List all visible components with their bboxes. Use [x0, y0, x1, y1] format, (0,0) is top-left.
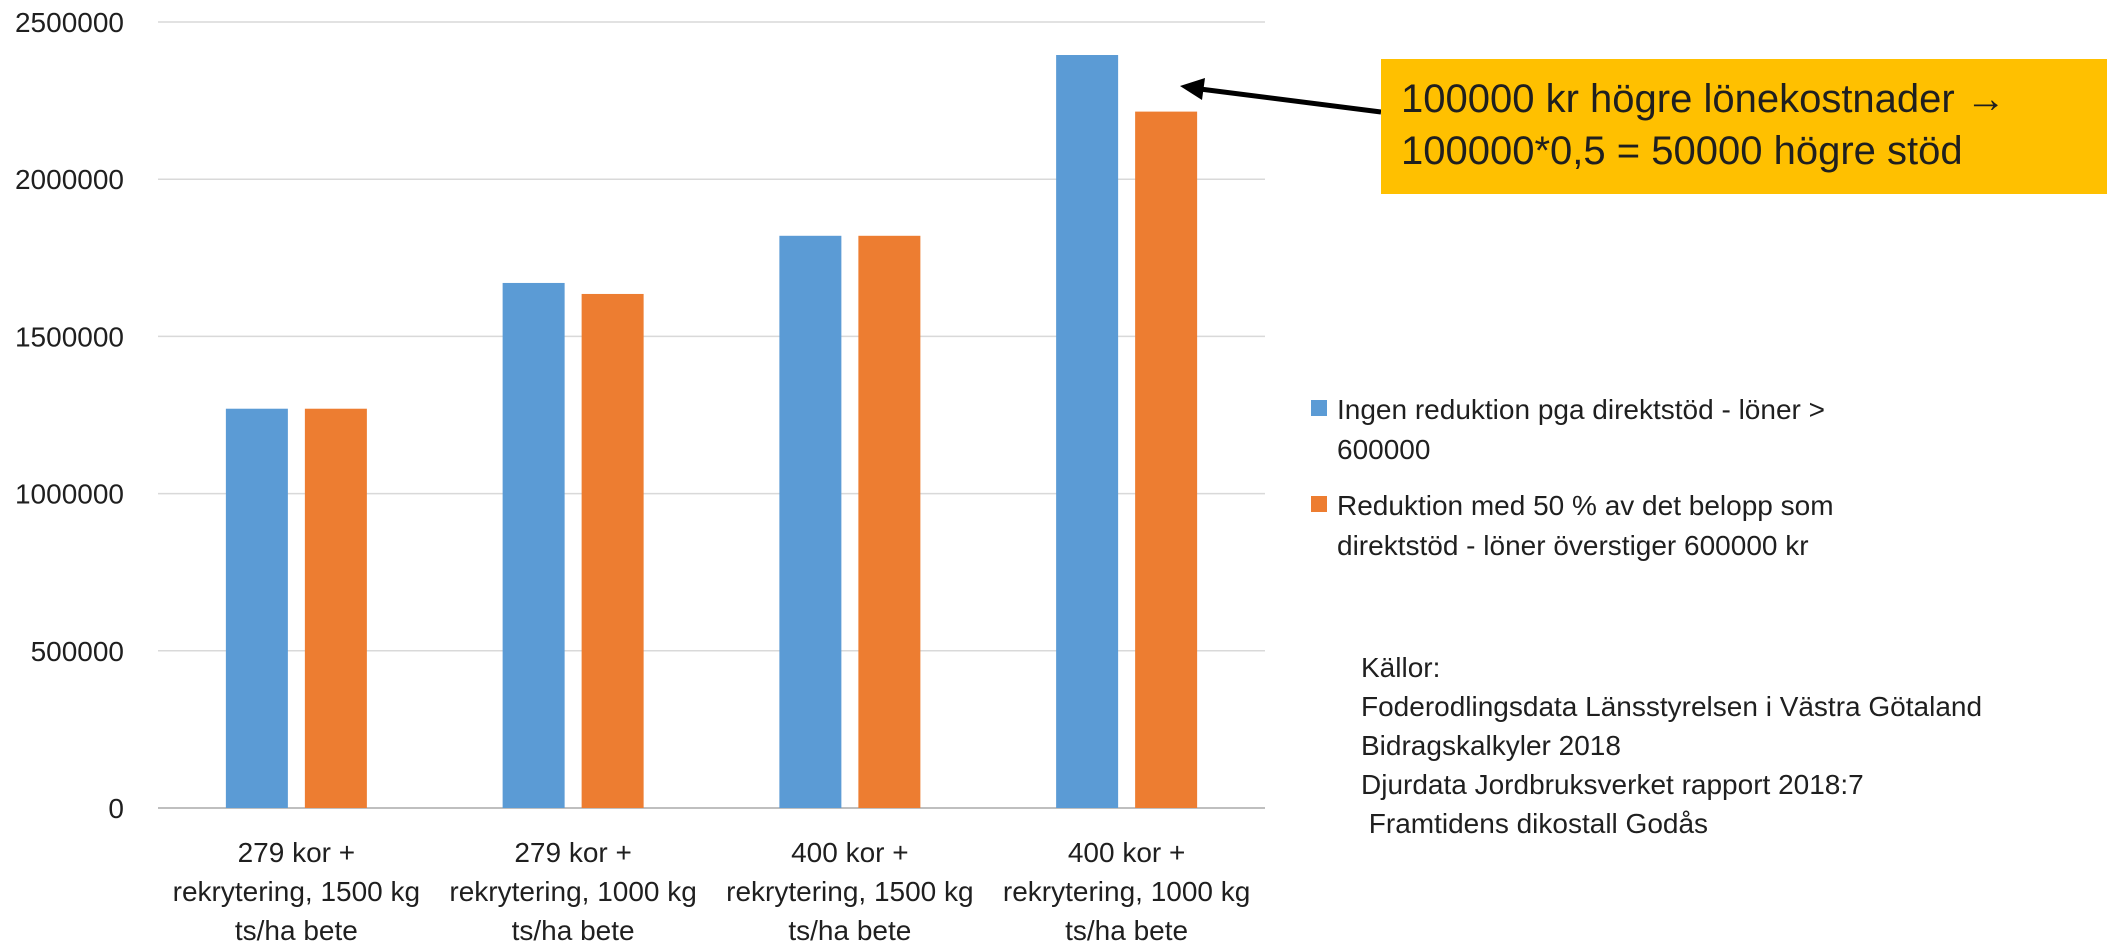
legend-swatch-blue: [1311, 400, 1327, 416]
callout-line-2: 100000*0,5 = 50000 högre stöd: [1401, 129, 1963, 173]
x-category-label: 279 kor +: [238, 837, 356, 868]
bar-series-1-cat-2: [502, 282, 565, 808]
source-line: Foderodlingsdata Länsstyrelsen i Västra …: [1361, 691, 1983, 722]
legend-item-series-2: Reduktion med 50 % av det belopp som dir…: [1311, 486, 1871, 566]
annotation-callout: 100000 kr högre lönekostnader → 100000*0…: [1381, 59, 2107, 194]
source-line: Bidragskalkyler 2018: [1361, 730, 1621, 761]
bar-series-2-cat-4: [1135, 111, 1198, 808]
source-line: Djurdata Jordbruksverket rapport 2018:7: [1361, 769, 1864, 800]
y-tick-label: 2500000: [15, 7, 124, 38]
y-tick-label: 2000000: [15, 164, 124, 195]
bar-series-2-cat-3: [858, 235, 921, 809]
y-tick-label: 500000: [31, 636, 124, 667]
callout-line-1: 100000 kr högre lönekostnader →: [1401, 77, 2006, 121]
x-category-label: ts/ha bete: [512, 915, 635, 942]
source-line: Framtidens dikostall Godås: [1361, 808, 1709, 839]
legend-label-series-2: Reduktion med 50 % av det belopp som dir…: [1337, 486, 1871, 566]
sources-block: Källor: Foderodlingsdata Länsstyrelsen i…: [1361, 648, 1982, 843]
legend-label-series-1: Ingen reduktion pga direktstöd - löner >…: [1337, 390, 1871, 470]
sources-heading: Källor:: [1361, 652, 1441, 683]
chart-legend: Ingen reduktion pga direktstöd - löner >…: [1311, 390, 1871, 580]
bar-series-1-cat-1: [225, 408, 288, 808]
y-tick-label: 1000000: [15, 479, 124, 510]
x-category-label: 400 kor +: [791, 837, 909, 868]
bar-series-2-cat-1: [304, 408, 367, 808]
legend-item-series-1: Ingen reduktion pga direktstöd - löner >…: [1311, 390, 1871, 470]
x-category-label: ts/ha bete: [788, 915, 911, 942]
legend-label-line: Reduktion med 50 % av det belopp som: [1337, 490, 1834, 521]
bar-series-2-cat-2: [581, 293, 644, 808]
bar-series-1-cat-3: [779, 235, 842, 809]
legend-label-line: Ingen reduktion pga direktstöd - löner >: [1337, 394, 1825, 425]
legend-label-line: direktstöd - löner överstiger 600000 kr: [1337, 530, 1809, 561]
x-category-label: ts/ha bete: [235, 915, 358, 942]
y-tick-label: 1500000: [15, 321, 124, 352]
x-category-label: ts/ha bete: [1065, 915, 1188, 942]
x-category-label: rekrytering, 1500 kg: [173, 876, 420, 907]
legend-label-line: 600000: [1337, 434, 1431, 465]
x-category-label: 400 kor +: [1068, 837, 1186, 868]
y-tick-label: 0: [108, 793, 124, 824]
bar-chart: 0 500000 1000000 1500000 2000000 2500000 279 k…: [15, 7, 1265, 942]
x-category-label: rekrytering, 1000 kg: [449, 876, 696, 907]
bar-series-1-cat-4: [1056, 55, 1119, 808]
legend-swatch-orange: [1311, 496, 1327, 512]
x-category-label: 279 kor +: [514, 837, 632, 868]
x-category-label: rekrytering, 1000 kg: [1003, 876, 1250, 907]
x-category-label: rekrytering, 1500 kg: [726, 876, 973, 907]
